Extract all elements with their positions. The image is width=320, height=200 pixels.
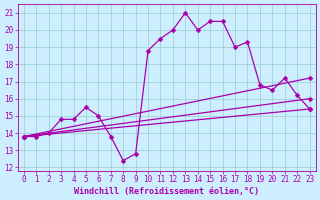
X-axis label: Windchill (Refroidissement éolien,°C): Windchill (Refroidissement éolien,°C) <box>74 187 259 196</box>
